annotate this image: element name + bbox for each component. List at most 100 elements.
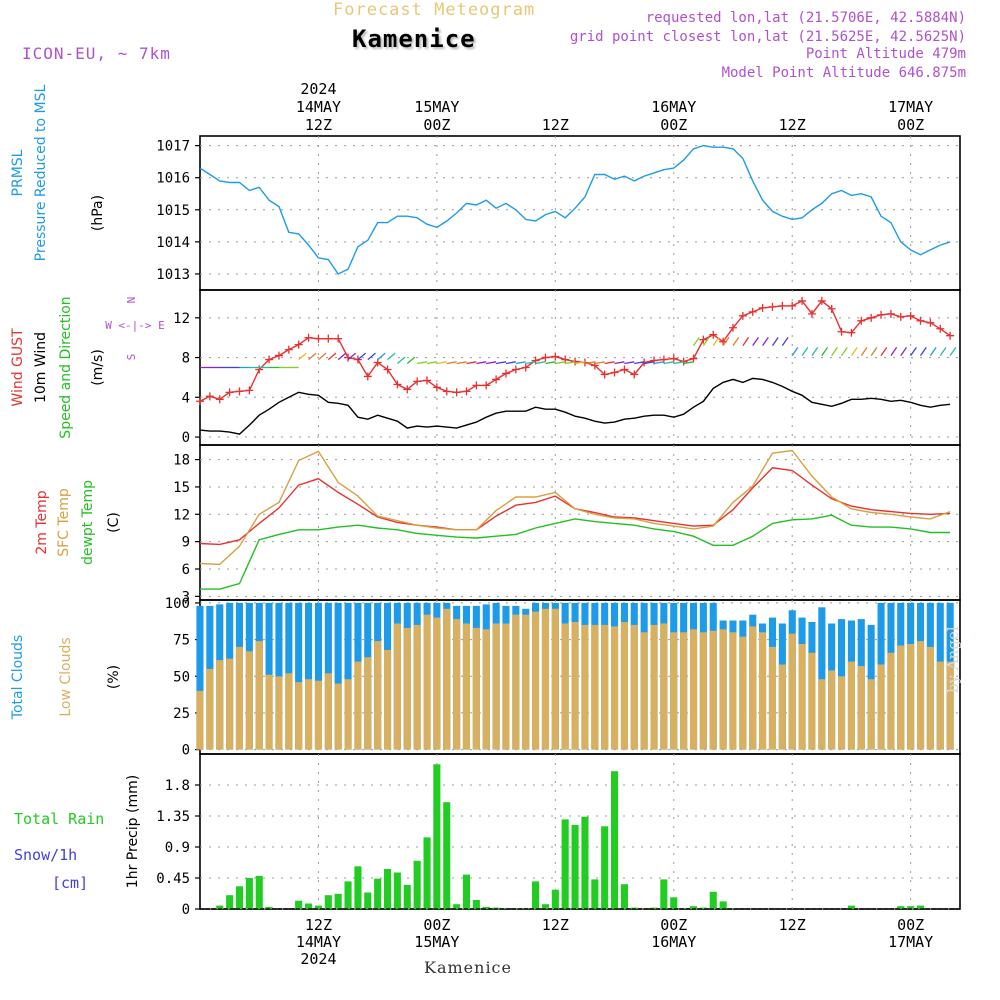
- wind-panel-gust-marker: [906, 311, 915, 320]
- wind-direction-arrow: [416, 361, 428, 365]
- clouds-panel-bar-low-clouds: [324, 673, 332, 750]
- wind-panel-gust-marker: [709, 330, 718, 339]
- wind-panel-gust-marker: [511, 365, 520, 374]
- pressure-panel-ytick-label: 1016: [156, 171, 190, 187]
- clouds-panel-bar-low-clouds: [690, 629, 698, 750]
- pressure-panel-unit-label: (hPa): [90, 195, 106, 231]
- wind-panel-gust-marker: [196, 397, 204, 406]
- clouds-panel-bar-low-clouds: [847, 661, 855, 750]
- pressure-panel-series-prmsl: [199, 144, 951, 275]
- clouds-panel-bar-low-clouds: [502, 623, 510, 750]
- clouds-panel-bar-low-clouds: [828, 670, 836, 750]
- clouds-panel-bar-low-clouds: [591, 624, 599, 750]
- bottom-time-label: 12Z: [779, 916, 806, 934]
- precip-panel-bar-total-rain: [314, 905, 322, 909]
- temperature-panel-series-sfc-temp: [199, 449, 951, 566]
- wind-direction-arrow: [732, 337, 740, 346]
- wind-panel-gust-marker: [363, 372, 372, 381]
- clouds-panel-ytick-label: 75: [173, 633, 190, 649]
- wind-panel-gust-marker: [403, 385, 412, 394]
- precip-panel-snow-label: Snow/1h: [14, 846, 77, 864]
- wind-direction-arrow: [486, 361, 497, 365]
- precip-panel-bar-total-rain: [265, 906, 273, 909]
- wind-direction-arrow: [821, 347, 829, 356]
- wind-panel-gust-marker: [827, 304, 836, 313]
- wind-panel-gust-marker: [334, 334, 343, 343]
- clouds-panel-bar-low-clouds: [255, 641, 263, 750]
- wind-direction-arrow: [791, 347, 799, 356]
- wind-panel-gust-marker: [215, 395, 224, 404]
- clouds-panel-bar-low-clouds: [265, 674, 273, 750]
- wind-direction-arrow: [327, 352, 337, 361]
- clouds-panel-bar-low-clouds: [561, 623, 569, 750]
- temperature-panel-unit-label: (C): [106, 512, 122, 533]
- clouds-panel-bar-low-clouds: [443, 608, 451, 750]
- wind-panel-gust-marker: [482, 381, 491, 390]
- wind-panel-label: Wind GUST: [10, 328, 26, 407]
- clouds-panel-label: Total Clouds: [10, 635, 26, 720]
- grid-point-coords: grid point closest lon,lat (21.5625E, 42…: [569, 29, 966, 45]
- precip-panel-bar-total-rain: [699, 907, 707, 909]
- wind-direction-arrow: [850, 347, 858, 356]
- clouds-panel-bar-low-clouds: [640, 632, 648, 750]
- clouds-panel-bar-low-clouds: [216, 660, 224, 750]
- temperature-panel-label: 2m Temp: [34, 490, 50, 554]
- precip-panel-bar-total-rain: [492, 907, 500, 909]
- precip-panel-bar-total-rain: [917, 905, 925, 909]
- precip-panel-ytick-label: 0: [182, 902, 190, 918]
- wind-panel-gust-marker: [837, 327, 846, 336]
- wind-panel-gust-marker: [847, 328, 856, 337]
- clouds-panel-bar-low-clouds: [768, 646, 776, 750]
- clouds-panel-bar-total-clouds: [344, 602, 352, 750]
- clouds-panel-bar-low-clouds: [867, 679, 875, 750]
- wind-direction-arrow: [525, 361, 536, 365]
- wind-direction-arrow: [634, 361, 645, 365]
- precip-panel-bar-total-rain: [226, 895, 234, 909]
- wind-panel-gust-marker: [265, 355, 274, 364]
- clouds-panel-bar-low-clouds: [295, 682, 303, 750]
- bottom-time-label: 16MAY: [651, 933, 696, 951]
- precip-panel-bar-total-rain: [897, 906, 905, 909]
- wind-direction-arrow: [565, 361, 576, 365]
- precip-panel-bar-total-rain: [630, 907, 638, 909]
- precip-panel-bar-total-rain: [561, 819, 569, 909]
- bottom-time-label: 12Z: [305, 916, 332, 934]
- clouds-panel-bar-low-clouds: [512, 614, 520, 750]
- wind-panel-gust-marker: [728, 323, 737, 332]
- wind-panel-gust-marker: [610, 368, 619, 377]
- wind-panel-gust-marker: [492, 375, 501, 384]
- clouds-panel-bar-low-clouds: [226, 658, 234, 750]
- precip-panel-ytick-label: 0.9: [165, 840, 190, 856]
- wind-panel-ytick-label: 4: [182, 390, 190, 406]
- wind-panel-label: Speed and Direction: [58, 296, 74, 438]
- wind-direction-arrow: [692, 337, 700, 346]
- compass-west-east: W <-|-> E: [105, 319, 165, 332]
- wind-direction-arrow: [495, 361, 507, 365]
- precip-panel-ytick-label: 1.35: [156, 809, 190, 825]
- clouds-panel-bar-low-clouds: [680, 632, 688, 750]
- precip-panel-snow-unit-label: [cm]: [52, 874, 88, 892]
- bottom-time-label: 00Z: [660, 916, 687, 934]
- wind-direction-arrow: [929, 347, 937, 356]
- clouds-panel-ytick-label: 25: [173, 706, 190, 722]
- temperature-panel-ytick-label: 9: [182, 535, 190, 551]
- wind-panel-gust-marker: [738, 311, 747, 320]
- precip-panel-bar-total-rain: [601, 826, 609, 909]
- wind-direction-arrow: [722, 337, 730, 346]
- wind-panel-gust-marker: [758, 303, 767, 312]
- wind-direction-arrow: [644, 361, 655, 365]
- top-time-label: 12Z: [779, 116, 806, 134]
- clouds-panel-bar-low-clouds: [581, 624, 589, 750]
- clouds-panel-bar-total-clouds: [305, 602, 313, 750]
- compass-north: N: [125, 297, 138, 304]
- wind-direction-arrow: [919, 347, 927, 356]
- wind-panel-gust-marker: [630, 370, 639, 379]
- bottom-time-label: 14MAY: [296, 933, 341, 951]
- clouds-panel-bar-low-clouds: [541, 608, 549, 750]
- precip-panel-bar-total-rain: [423, 837, 431, 909]
- location-title: Kamenice: [352, 25, 476, 53]
- clouds-panel-bar-low-clouds: [472, 627, 480, 750]
- pressure-panel-ytick-label: 1014: [156, 235, 190, 251]
- wind-panel-gust-marker: [304, 333, 313, 342]
- clouds-panel-bar-low-clouds: [936, 661, 944, 750]
